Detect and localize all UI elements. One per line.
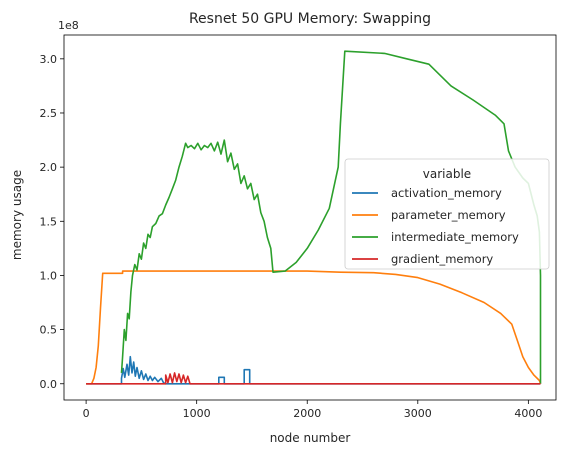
y-tick-label: 0.5 bbox=[40, 324, 58, 337]
x-axis-label: node number bbox=[270, 431, 351, 445]
x-tick-label: 1000 bbox=[183, 407, 211, 420]
plot-series bbox=[86, 50, 542, 385]
y-axis-label: memory usage bbox=[10, 170, 24, 260]
series-line-parameter-memory bbox=[86, 270, 542, 385]
series-line-activation-memory bbox=[86, 355, 541, 385]
y-tick-label: 1.0 bbox=[40, 269, 58, 282]
x-axis: 0 1000 2000 3000 4000 bbox=[83, 400, 542, 420]
x-tick-label: 2000 bbox=[293, 407, 321, 420]
legend-entry-label: parameter_memory bbox=[391, 208, 506, 222]
legend-entries: activation_memory parameter_memoryinterme… bbox=[352, 186, 519, 266]
legend: variable activation_memory parameter_memo… bbox=[344, 158, 550, 270]
y-tick-label: 2.0 bbox=[40, 161, 58, 174]
y-tick-label: 1.5 bbox=[40, 215, 58, 228]
series-line-intermediate-memory bbox=[120, 50, 542, 384]
y-axis: 0.0 0.5 1.0 1.5 2.0 2.5 3.0 bbox=[40, 53, 64, 391]
x-tick-label: 3000 bbox=[404, 407, 432, 420]
legend-title: variable bbox=[423, 167, 471, 181]
y-tick-label: 3.0 bbox=[40, 53, 58, 66]
legend-entry-label: activation_memory bbox=[391, 186, 502, 200]
chart-title: Resnet 50 GPU Memory: Swapping bbox=[189, 11, 431, 27]
series-line-gradient-memory bbox=[86, 372, 541, 385]
legend-box bbox=[344, 158, 550, 270]
x-tick-label: 0 bbox=[83, 407, 90, 420]
legend-entry-label: gradient_memory bbox=[391, 252, 493, 266]
x-tick-label: 4000 bbox=[514, 407, 542, 420]
plot-frame bbox=[63, 34, 557, 401]
y-tick-label: 2.5 bbox=[40, 107, 58, 120]
y-offset-label: 1e8 bbox=[58, 19, 79, 32]
legend-entry-label: intermediate_memory bbox=[391, 230, 519, 244]
y-tick-label: 0.0 bbox=[40, 378, 58, 391]
